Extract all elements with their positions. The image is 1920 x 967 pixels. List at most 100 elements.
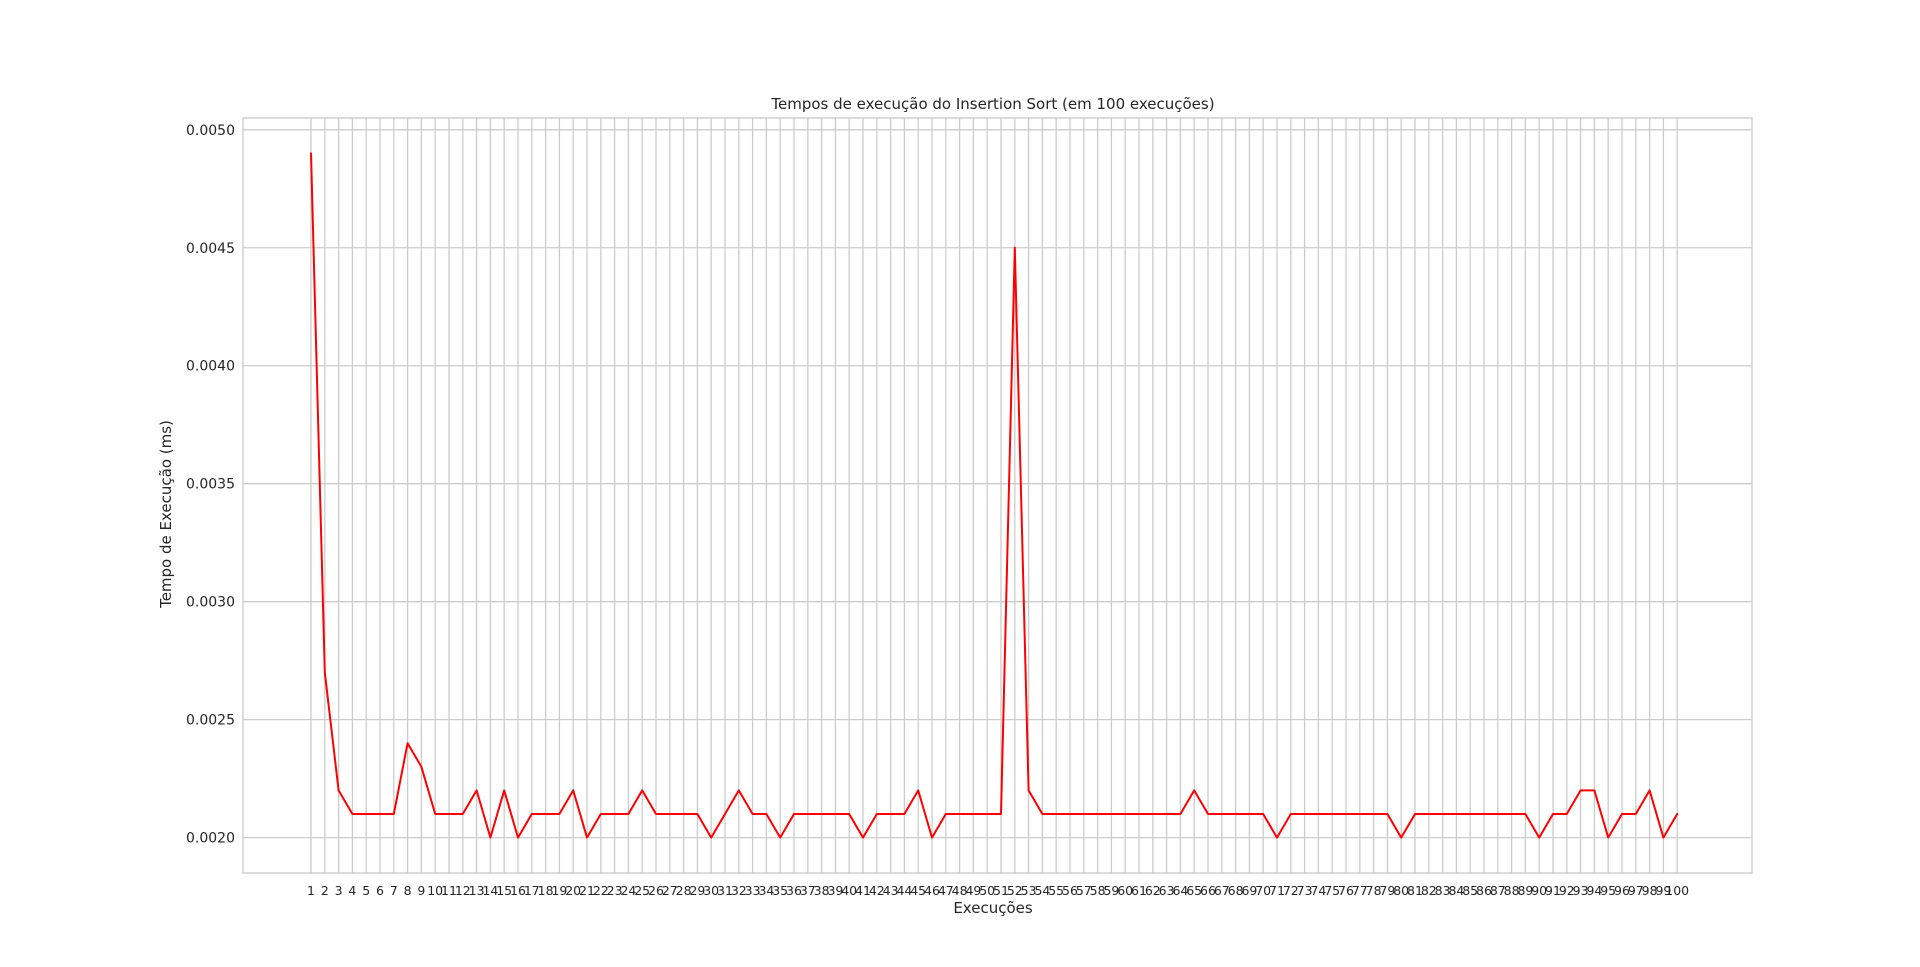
x-tick-label: 85 (1462, 883, 1478, 898)
x-tick-label: 79 (1379, 883, 1395, 898)
x-tick-label: 87 (1490, 883, 1506, 898)
x-tick-label: 31 (717, 883, 733, 898)
x-tick-label: 5 (362, 883, 370, 898)
x-tick-label: 57 (1076, 883, 1092, 898)
x-tick-label: 54 (1034, 883, 1050, 898)
x-tick-label: 33 (745, 883, 761, 898)
x-tick-label: 9 (417, 883, 425, 898)
x-tick-label: 34 (758, 883, 774, 898)
x-tick-label: 98 (1642, 883, 1658, 898)
x-tick-label: 27 (662, 883, 678, 898)
x-tick-label: 45 (910, 883, 926, 898)
y-tick-label: 0.0045 (186, 241, 235, 257)
x-tick-label: 96 (1614, 883, 1630, 898)
x-tick-label: 17 (524, 883, 540, 898)
x-tick-label: 18 (538, 883, 554, 898)
x-tick-label: 66 (1200, 883, 1216, 898)
x-tick-label: 41 (855, 883, 871, 898)
x-tick-label: 80 (1393, 883, 1409, 898)
x-tick-label: 100 (1665, 883, 1689, 898)
y-tick-labels: 0.0020 0.0025 0.0030 0.0035 0.0040 0.0045 0.00… (186, 123, 235, 847)
y-tick-label: 0.0025 (186, 713, 235, 729)
x-tick-label: 25 (634, 883, 650, 898)
y-tick-label: 0.0050 (186, 123, 235, 139)
x-gridlines (310, 118, 1678, 873)
x-tick-label: 7 (390, 883, 398, 898)
x-tick-label: 11 (441, 883, 457, 898)
y-axis-label: Tempo de Execução (ms) (157, 420, 175, 609)
x-tick-label: 21 (579, 883, 595, 898)
x-tick-labels: 1 2 3 4 5 6 7 8 9 1011121314151617181920212223242… (307, 883, 1689, 898)
x-tick-label: 22 (593, 883, 609, 898)
x-tick-label: 73 (1297, 883, 1313, 898)
x-tick-label: 89 (1517, 883, 1533, 898)
chart-title: Tempos de execução do Insertion Sort (em… (770, 95, 1214, 113)
x-tick-label: 86 (1476, 883, 1492, 898)
x-tick-label: 78 (1366, 883, 1382, 898)
x-tick-label: 30 (703, 883, 719, 898)
x-tick-label: 58 (1090, 883, 1106, 898)
x-tick-label: 94 (1586, 883, 1602, 898)
plot-frame (242, 117, 1753, 874)
x-tick-label: 24 (620, 883, 636, 898)
x-tick-label: 51 (993, 883, 1009, 898)
x-tick-label: 44 (896, 883, 912, 898)
y-tick-label: 0.0035 (186, 477, 235, 493)
x-tick-label: 50 (979, 883, 995, 898)
x-tick-label: 48 (952, 883, 968, 898)
x-tick-label: 84 (1448, 883, 1464, 898)
x-tick-label: 90 (1531, 883, 1547, 898)
x-tick-label: 74 (1310, 883, 1326, 898)
x-tick-label: 53 (1021, 883, 1037, 898)
x-tick-label: 37 (800, 883, 816, 898)
x-tick-label: 93 (1573, 883, 1589, 898)
x-tick-label: 70 (1255, 883, 1271, 898)
x-tick-label: 39 (827, 883, 843, 898)
x-tick-label: 63 (1159, 883, 1175, 898)
x-tick-label: 81 (1407, 883, 1423, 898)
x-tick-label: 46 (924, 883, 940, 898)
x-tick-label: 2 (321, 883, 329, 898)
x-tick-label: 36 (786, 883, 802, 898)
x-tick-label: 14 (482, 883, 498, 898)
x-tick-label: 82 (1421, 883, 1437, 898)
x-tick-label: 19 (551, 883, 567, 898)
y-gridlines (243, 129, 1752, 839)
x-tick-label: 20 (565, 883, 581, 898)
x-tick-label: 76 (1338, 883, 1354, 898)
x-tick-label: 97 (1628, 883, 1644, 898)
x-tick-label: 71 (1269, 883, 1285, 898)
series-line-0 (310, 152, 1679, 839)
x-tick-label: 75 (1324, 883, 1340, 898)
x-tick-label: 91 (1545, 883, 1561, 898)
x-tick-label: 23 (607, 883, 623, 898)
x-tick-label: 60 (1117, 883, 1133, 898)
x-tick-label: 28 (676, 883, 692, 898)
x-tick-label: 77 (1352, 883, 1368, 898)
x-tick-label: 99 (1655, 883, 1671, 898)
x-tick-label: 43 (883, 883, 899, 898)
x-tick-label: 56 (1062, 883, 1078, 898)
x-tick-label: 62 (1145, 883, 1161, 898)
x-tick-label: 3 (335, 883, 343, 898)
x-tick-label: 12 (455, 883, 471, 898)
y-tick-label: 0.0030 (186, 595, 235, 611)
x-tick-label: 49 (965, 883, 981, 898)
x-tick-label: 38 (814, 883, 830, 898)
x-tick-label: 95 (1600, 883, 1616, 898)
x-tick-label: 65 (1186, 883, 1202, 898)
x-tick-label: 8 (404, 883, 412, 898)
x-tick-label: 42 (869, 883, 885, 898)
x-tick-label: 16 (510, 883, 526, 898)
x-tick-label: 88 (1504, 883, 1520, 898)
y-tick-label: 0.0020 (186, 831, 235, 847)
x-tick-label: 40 (841, 883, 857, 898)
x-tick-label: 1 (307, 883, 315, 898)
x-tick-label: 47 (938, 883, 954, 898)
x-tick-label: 72 (1283, 883, 1299, 898)
x-tick-label: 59 (1103, 883, 1119, 898)
x-tick-label: 67 (1214, 883, 1230, 898)
x-tick-label: 61 (1131, 883, 1147, 898)
x-tick-label: 52 (1007, 883, 1023, 898)
